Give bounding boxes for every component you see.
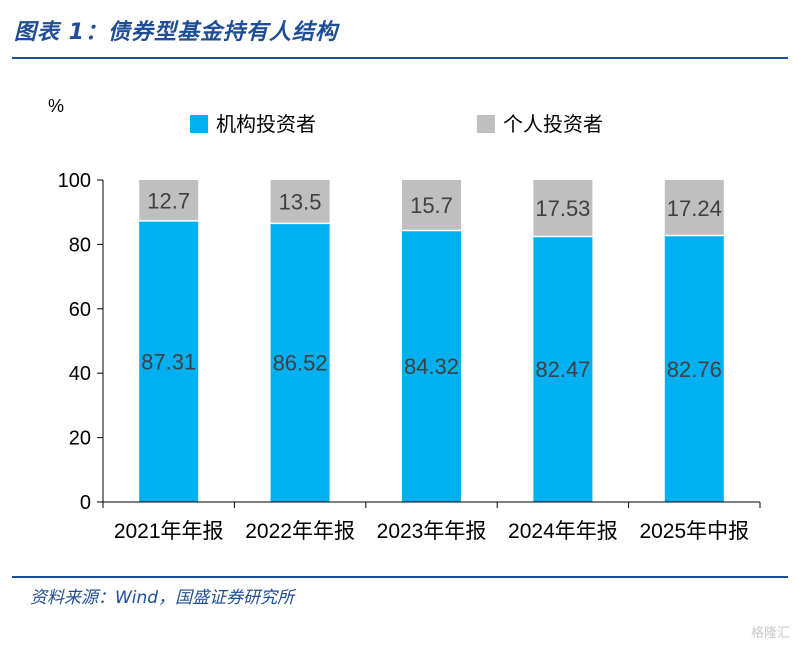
source-divider: [12, 576, 788, 578]
data-label-individual: 17.24: [667, 196, 722, 221]
bar-individual: [664, 180, 724, 236]
x-tick-label: 2021年年报: [114, 520, 224, 543]
legend-label-individual: 个人投资者: [503, 113, 603, 136]
bar-institutional: [270, 223, 330, 503]
data-label-individual: 13.5: [279, 190, 322, 215]
data-label-institutional: 82.47: [535, 357, 590, 382]
data-label-individual: 15.7: [410, 193, 453, 218]
bar-individual: [139, 180, 199, 221]
y-tick-label: 20: [69, 428, 91, 450]
data-label-individual: 17.53: [535, 196, 590, 221]
stacked-bar-chart: % 机构投资者 个人投资者 0 20 40 60 80 100 87.31 12.7 86.5…: [48, 96, 761, 543]
y-tick-label: 80: [69, 234, 91, 256]
data-label-institutional: 86.52: [273, 351, 328, 376]
data-label-institutional: 82.76: [667, 357, 722, 382]
y-tick-label: 60: [69, 299, 91, 321]
x-tick-label: 2024年年报: [508, 520, 618, 543]
bar-individual: [402, 180, 461, 231]
data-label-institutional: 84.32: [404, 354, 459, 379]
chart-title: 图表 1：债券型基金持有人结构: [14, 20, 338, 45]
legend-swatch-institutional: [190, 115, 208, 133]
bars: 87.31 12.7 86.52 13.5 84.32 15.7 82.47 17.53 82.…: [139, 180, 724, 503]
y-tick-label: 0: [80, 492, 91, 514]
bar-institutional: [139, 220, 199, 502]
legend: 机构投资者 个人投资者: [190, 113, 603, 136]
title-divider: [12, 57, 788, 59]
source-note: 资料来源：Wind，国盛证券研究所: [30, 588, 295, 608]
x-axis: 2021年年报 2022年年报 2023年年报 2024年年报 2025年中报: [102, 501, 761, 543]
x-tick-label: 2022年年报: [245, 520, 355, 543]
bar-institutional: [533, 236, 593, 502]
y-axis: 0 20 40 60 80 100: [58, 170, 104, 514]
y-unit-label: %: [48, 96, 64, 116]
x-tick-label: 2025年中报: [639, 520, 749, 543]
y-tick-label: 100: [58, 170, 91, 192]
bar-individual: [533, 180, 593, 237]
data-label-institutional: 87.31: [141, 349, 196, 374]
legend-label-institutional: 机构投资者: [216, 113, 316, 136]
bar-institutional: [664, 235, 724, 502]
watermark: 格隆汇: [750, 626, 790, 641]
x-tick-label: 2023年年报: [377, 520, 487, 543]
bar-individual: [270, 180, 330, 224]
bar-institutional: [402, 230, 461, 502]
y-tick-label: 40: [69, 363, 91, 385]
data-label-individual: 12.7: [147, 188, 190, 213]
legend-swatch-individual: [477, 115, 495, 133]
